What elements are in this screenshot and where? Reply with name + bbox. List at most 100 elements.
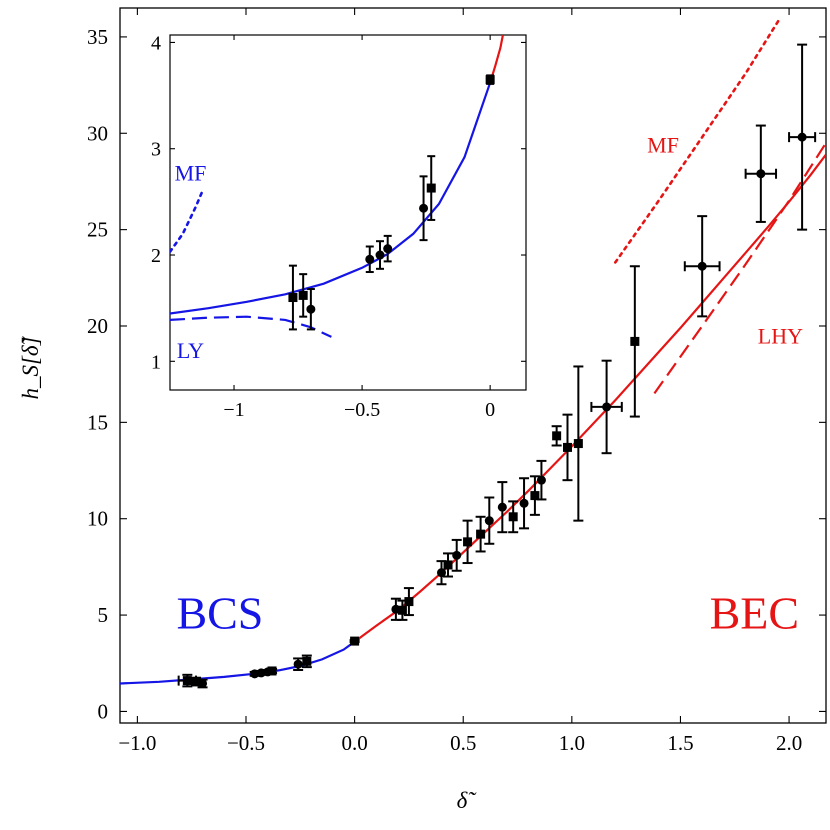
main-square-marker <box>267 666 277 676</box>
inset-data-point <box>306 288 316 331</box>
main-circle-marker <box>519 498 529 508</box>
main-square-marker <box>552 431 562 441</box>
main-plot-frame <box>119 7 827 724</box>
main-data-point <box>349 636 360 646</box>
main-data-point <box>529 475 540 516</box>
inset-data-point <box>298 273 308 318</box>
inset-curve-label-mf: MF <box>175 161 207 186</box>
main-square-marker <box>350 636 360 646</box>
main-square-marker <box>562 442 572 452</box>
main-y-tick-label: 35 <box>87 25 108 49</box>
inset-points <box>288 74 495 331</box>
inset-circle-marker <box>306 304 316 314</box>
inset-x-tick-label: −0.5 <box>344 399 380 421</box>
main-square-marker <box>530 491 540 501</box>
main-circle-marker <box>293 659 303 669</box>
main-x-tick-label: −1.0 <box>118 731 156 755</box>
inset-y-tick-label: 4 <box>151 32 161 54</box>
inset-square-marker <box>288 293 298 303</box>
main-data-point <box>788 43 817 231</box>
main-y-tick-label: 10 <box>87 507 108 531</box>
main-points <box>177 43 817 689</box>
main-circle-marker <box>452 550 462 560</box>
inset-circle-marker <box>419 203 429 213</box>
inset-circle-marker <box>365 254 375 264</box>
inset-square-marker <box>485 75 495 85</box>
main-data-point <box>462 519 473 565</box>
inset-x-tick-label: −1 <box>223 399 244 421</box>
main-series-lhy <box>653 142 826 395</box>
main-y-tick-label: 15 <box>87 410 108 434</box>
main-square-marker <box>182 676 192 686</box>
main-data-point <box>573 365 584 522</box>
inset-data-point <box>383 234 393 263</box>
main-square-marker <box>476 529 486 539</box>
inset-square-marker <box>298 290 308 300</box>
main-data-point <box>301 654 312 669</box>
inset-data-point <box>365 245 375 274</box>
main-data-point <box>744 124 778 223</box>
region-label-bcs: BCS <box>176 588 263 639</box>
inset-curve-label-ly: LY <box>177 338 204 363</box>
inset-series-bcs-fit <box>170 82 492 315</box>
main-square-marker <box>191 677 201 687</box>
main-data-point <box>497 481 508 534</box>
main-square-marker <box>404 597 414 607</box>
main-data-point <box>293 657 304 672</box>
main-data-point <box>191 676 202 687</box>
main-data-point <box>403 587 414 617</box>
main-series <box>120 16 826 685</box>
inset-series-bec-fit <box>489 35 504 84</box>
main-data-point <box>508 500 519 534</box>
x-axis-title: δ̃ <box>457 788 478 813</box>
inset-plot-frame <box>169 34 527 391</box>
inset-ticks: −1 −0.5 0 1 2 3 4 <box>151 32 526 421</box>
inset-y-tick-label: 1 <box>151 351 161 373</box>
inset-y-tick-label: 2 <box>151 245 161 267</box>
main-data-point <box>484 496 495 545</box>
main-data-point <box>551 425 562 447</box>
inset-circle-marker <box>383 244 393 254</box>
inset-square-marker <box>426 183 436 193</box>
main-data-point <box>267 666 278 676</box>
main-y-tick-label: 0 <box>98 699 109 723</box>
main-circle-marker <box>756 169 766 179</box>
main-circle-marker <box>602 402 612 412</box>
main-circle-marker <box>536 475 546 485</box>
main-square-marker <box>302 656 312 666</box>
main-circle-marker <box>198 678 208 688</box>
main-data-point <box>443 552 454 578</box>
main-y-tick-label: 20 <box>87 314 108 338</box>
inset-data-point <box>485 74 495 85</box>
main-data-point <box>590 359 623 455</box>
main-x-tick-label: 2.0 <box>776 731 802 755</box>
main-series-mf-bec <box>614 16 782 264</box>
main-data-point <box>475 515 486 553</box>
main-square-marker <box>573 439 583 449</box>
main-circle-marker <box>484 516 494 526</box>
main-square-marker <box>443 560 453 570</box>
main-data-point <box>683 215 721 318</box>
main-x-tick-label: −0.5 <box>227 731 265 755</box>
main-square-marker <box>463 537 473 547</box>
main-x-tick-label: 1.5 <box>667 731 693 755</box>
main-circle-marker <box>697 261 707 271</box>
main-data-point <box>629 265 640 418</box>
main-square-marker <box>397 605 407 615</box>
main-y-tick-label: 25 <box>87 218 108 242</box>
main-series-bcs-fit <box>120 640 356 685</box>
main-circle-marker <box>437 568 447 578</box>
main-x-tick-label: 1.0 <box>559 731 585 755</box>
inset-data-point <box>419 175 429 242</box>
inset-y-tick-label: 3 <box>151 139 161 161</box>
main-y-tick-label: 5 <box>98 603 109 627</box>
main-curve-label-lhy: LHY <box>758 323 803 348</box>
inset-data-point <box>375 240 385 270</box>
main-data-point <box>536 459 547 501</box>
y-axis-title: h_S[δ̃] <box>18 335 43 399</box>
main-data-point <box>197 678 208 689</box>
main-x-tick-label: 0.5 <box>450 731 476 755</box>
main-labels: BCS BEC MF LHY <box>176 133 803 639</box>
